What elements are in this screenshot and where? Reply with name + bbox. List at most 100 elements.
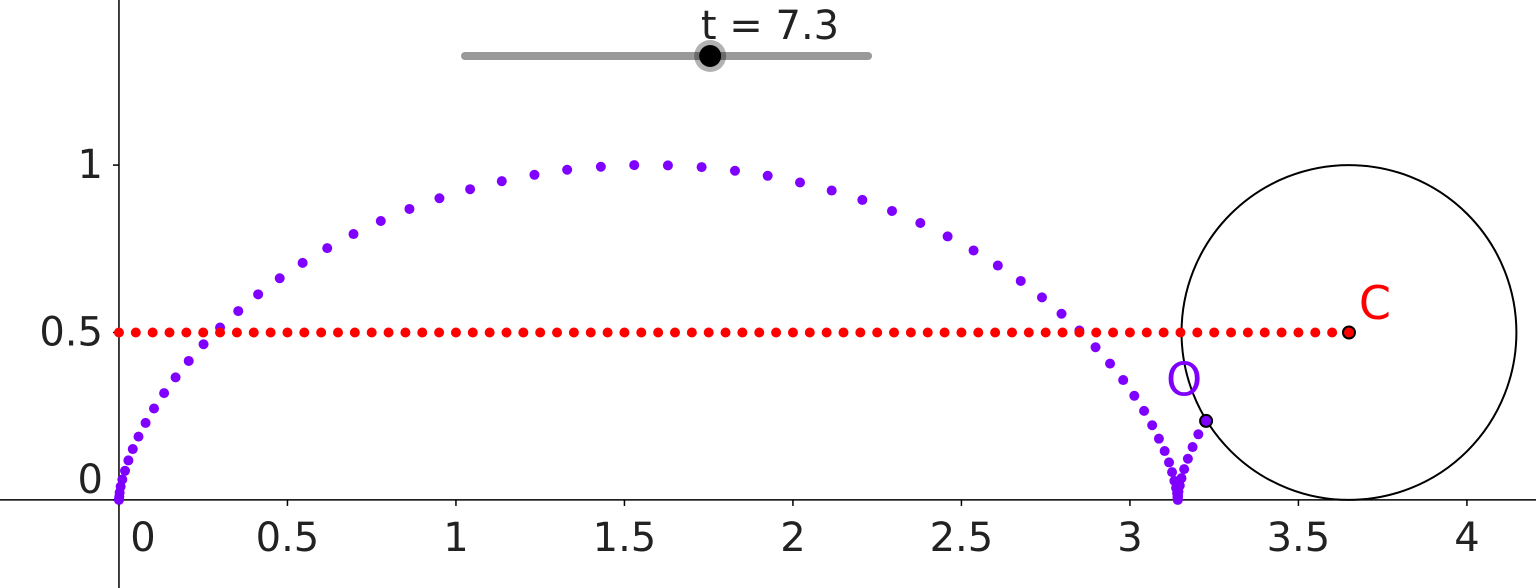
slider-label: t = 7.3 [701, 3, 839, 49]
trace-dot [375, 216, 386, 227]
trace-dot [535, 327, 546, 338]
trace-dot [1176, 473, 1187, 484]
trace-dot [939, 327, 950, 338]
trace-dot [973, 327, 984, 338]
trace-dot [181, 327, 192, 338]
x-tick-label: 2 [780, 515, 805, 561]
x-tick-label: 1 [443, 515, 468, 561]
x-tick-label: 3.5 [1267, 515, 1331, 561]
trace-dot [804, 327, 815, 338]
trace-dot [183, 355, 194, 366]
trace-dot [887, 205, 898, 216]
trace-dot [990, 327, 1001, 338]
trace-dot [1242, 327, 1253, 338]
trace-dot [602, 327, 613, 338]
trace-dot [529, 169, 540, 180]
x-tick-label: 1.5 [593, 515, 657, 561]
trace-dot [619, 327, 630, 338]
trace-dot [956, 327, 967, 338]
trace-dot [1040, 327, 1051, 338]
trace-dot [889, 327, 900, 338]
trace-dot [636, 327, 647, 338]
trace-dot [501, 327, 512, 338]
trace-dot [349, 327, 360, 338]
x-tick-label: 4 [1454, 515, 1479, 561]
trace-dot [147, 327, 158, 338]
trace-dot [467, 327, 478, 338]
trace-dot [1187, 442, 1198, 453]
trace-dot [1167, 467, 1178, 478]
trace-dot [282, 327, 293, 338]
trace-dot [159, 388, 170, 399]
trace-dot [518, 327, 529, 338]
trace-dot [333, 327, 344, 338]
trace-dot [233, 306, 244, 317]
trace-dot [450, 327, 461, 338]
trace-dot [562, 164, 573, 175]
trace-dot [795, 177, 806, 188]
trace-dot [1259, 327, 1270, 338]
trace-dot [434, 193, 445, 204]
trace-dot [821, 327, 832, 338]
trace-dot [552, 327, 563, 338]
trace-dot [1091, 327, 1102, 338]
trace-dot [120, 465, 131, 476]
trace-dot [1179, 464, 1190, 475]
trace-dot [703, 327, 714, 338]
trace-dot [905, 327, 916, 338]
trace-dot [826, 185, 837, 196]
trace-dot [1057, 327, 1068, 338]
trace-dot [484, 327, 495, 338]
trace-dot [872, 327, 883, 338]
trace-dot [149, 403, 160, 414]
trace-dot [595, 161, 606, 172]
trace-dot [170, 372, 181, 383]
trace-dot [1182, 453, 1193, 464]
trace-dot [1226, 327, 1237, 338]
trace-dot [653, 327, 664, 338]
trace-dot [140, 417, 151, 428]
trace-dot [113, 327, 124, 338]
trace-dot [1276, 327, 1287, 338]
trace-dot [348, 229, 359, 240]
trace-dot [968, 245, 979, 256]
trace-dot [496, 176, 507, 187]
point-label: C [1359, 276, 1391, 330]
trace-dot [400, 327, 411, 338]
trace-dot [231, 327, 242, 338]
trace-dot [1327, 327, 1338, 338]
trace-dot [762, 170, 773, 181]
trace-dot [133, 431, 144, 442]
trace-dot [164, 327, 175, 338]
trace-dot [737, 327, 748, 338]
point[interactable] [1341, 325, 1356, 340]
trace-dot [1147, 420, 1158, 431]
trace-dot [465, 184, 476, 195]
slider-knob[interactable] [699, 45, 722, 67]
trace-dot [198, 327, 209, 338]
trace-dot [404, 203, 415, 214]
trace-dot [915, 218, 926, 229]
trace-dot [130, 327, 141, 338]
trace-dot [1015, 275, 1026, 286]
trace-dot [1209, 327, 1220, 338]
trace-dot [922, 327, 933, 338]
trace-dot [297, 257, 308, 268]
trace-dot [1074, 327, 1085, 338]
trace-dot [662, 160, 673, 171]
trace-dot [942, 231, 953, 242]
trace-dot [857, 194, 868, 205]
x-tick-label: 0 [130, 515, 155, 561]
trace-dot [585, 327, 596, 338]
point[interactable] [1199, 413, 1214, 428]
trace-dot [1192, 327, 1203, 338]
trace-dot [316, 327, 327, 338]
trace-dot [1118, 375, 1129, 386]
point-label: O [1166, 352, 1202, 406]
trace-dot [992, 260, 1003, 271]
trace-dot [215, 327, 226, 338]
trace-dot [417, 327, 428, 338]
trace-dot [265, 327, 276, 338]
trace-dot [1139, 405, 1150, 416]
